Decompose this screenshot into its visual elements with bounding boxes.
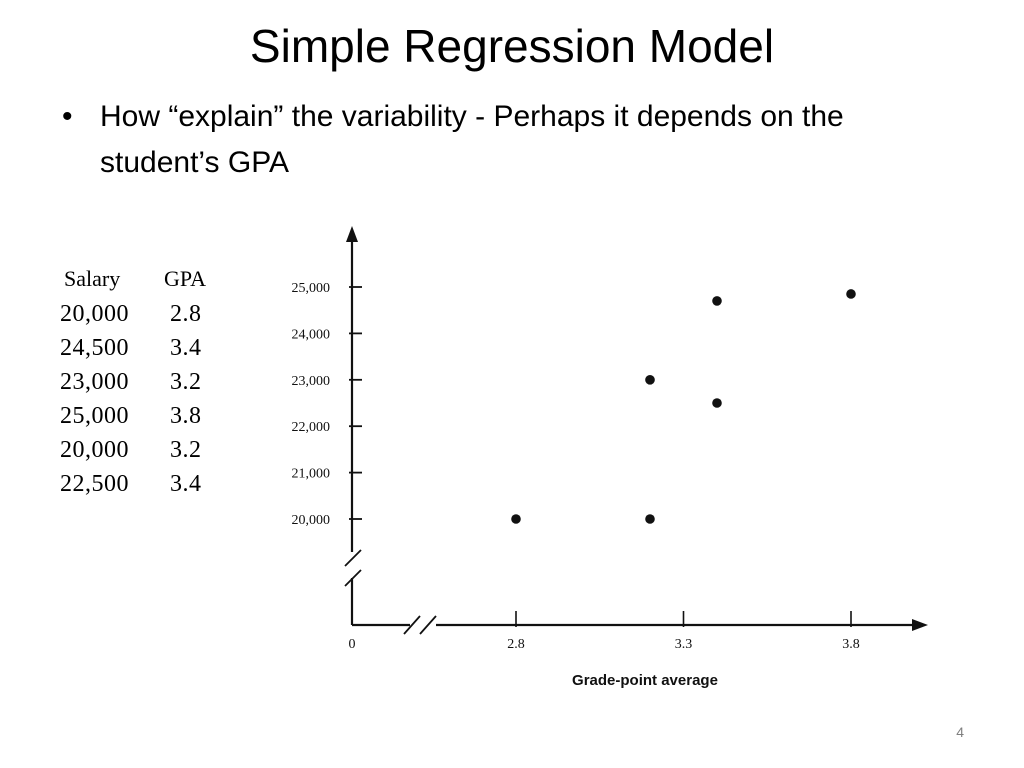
slide-title: Simple Regression Model [249, 20, 775, 72]
column-header-gpa: GPA [164, 266, 206, 291]
x-axis-arrow [912, 619, 928, 631]
x-axis-break-mark [403, 615, 421, 635]
data-point [645, 514, 655, 524]
data-point [846, 289, 856, 299]
y-axis-break-mark [344, 569, 362, 587]
y-axis-break-mark [344, 549, 362, 567]
y-tick-label: 21,000 [292, 467, 331, 482]
data-point [511, 514, 521, 524]
table-cell-gpa: 3.2 [170, 369, 202, 395]
table-cell-gpa: 3.4 [170, 335, 202, 361]
column-header-salary: Salary [64, 266, 121, 291]
table-cell-gpa: 3.8 [170, 403, 202, 429]
y-tick-label: 23,000 [292, 374, 331, 389]
table-cell-salary: 22,500 [60, 471, 129, 497]
table-cell-salary: 20,000 [60, 437, 129, 463]
data-point [712, 296, 722, 306]
y-axis-arrow [346, 226, 358, 242]
y-tick-label: 22,000 [292, 420, 331, 435]
y-tick-label: 24,000 [292, 327, 331, 342]
y-tick-label: 20,000 [292, 513, 331, 528]
data-point [712, 398, 722, 408]
table-cell-gpa: 3.4 [170, 471, 202, 497]
slide-number: 4 [956, 724, 964, 740]
x-tick-label: 3.3 [675, 637, 693, 652]
x-axis-title: Grade-point average [572, 672, 718, 689]
table-cell-salary: 25,000 [60, 403, 129, 429]
bullet-text: How “explain” the variability - Perhaps … [100, 100, 844, 179]
data-point [645, 375, 655, 385]
table-cell-gpa: 3.2 [170, 437, 202, 463]
x-axis-break-mark [419, 615, 437, 635]
bullet-dot: • [62, 100, 73, 133]
table-cell-gpa: 2.8 [170, 301, 202, 327]
table-cell-salary: 23,000 [60, 369, 129, 395]
x-tick-label: 0 [349, 637, 356, 652]
table-cell-salary: 20,000 [60, 301, 129, 327]
x-tick-label: 2.8 [507, 637, 525, 652]
x-tick-label: 3.8 [842, 637, 860, 652]
table-cell-salary: 24,500 [60, 335, 129, 361]
y-tick-label: 25,000 [292, 281, 331, 296]
